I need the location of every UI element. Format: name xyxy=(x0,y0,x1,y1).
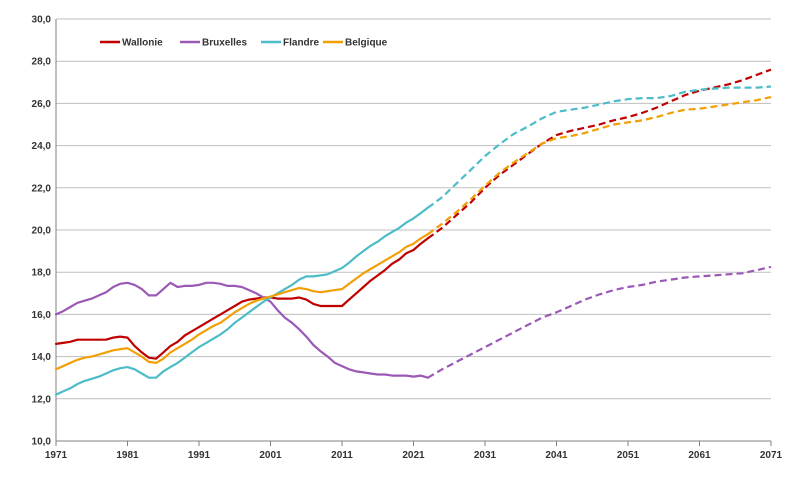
axes xyxy=(55,19,772,446)
legend: Wallonie Bruxelles Flandre Belgique xyxy=(100,38,388,49)
series-line-belgique-projected xyxy=(427,96,772,236)
series-line-wallonie-projected xyxy=(427,68,772,240)
y-tick-label: 26,0 xyxy=(32,99,52,110)
y-tick-label: 18,0 xyxy=(32,268,52,279)
y-tick-label: 24,0 xyxy=(32,141,52,152)
legend-label-flandre: Flandre xyxy=(283,38,320,49)
y-tick-label: 16,0 xyxy=(32,310,52,321)
series-line-bruxelles-observed xyxy=(54,281,429,379)
x-tick-label: 2071 xyxy=(760,450,783,461)
y-tick-label: 28,0 xyxy=(32,57,52,68)
x-tick-label: 1981 xyxy=(116,450,139,461)
x-tick-label: 2051 xyxy=(617,450,640,461)
x-tick-label: 2041 xyxy=(545,450,568,461)
x-tick-label: 2021 xyxy=(402,450,425,461)
x-axis-tick-labels: 1971 1981 1991 2001 2011 2021 2031 2041 2051 2061… xyxy=(45,450,783,461)
gridlines xyxy=(56,18,771,400)
x-tick-label: 2001 xyxy=(259,450,282,461)
series-lines xyxy=(54,68,772,396)
y-tick-label: 30,0 xyxy=(32,15,52,26)
legend-label-belgique: Belgique xyxy=(345,38,388,49)
x-tick-label: 1991 xyxy=(188,450,211,461)
x-tick-label: 2031 xyxy=(474,450,497,461)
legend-label-wallonie: Wallonie xyxy=(122,38,163,49)
y-tick-label: 22,0 xyxy=(32,183,52,194)
series-line-belgique-observed xyxy=(54,233,429,371)
series-line-bruxelles-projected xyxy=(427,265,772,379)
x-tick-label: 2011 xyxy=(331,450,353,461)
y-tick-label: 12,0 xyxy=(32,394,52,405)
y-tick-label: 20,0 xyxy=(32,226,52,237)
legend-label-bruxelles: Bruxelles xyxy=(202,38,247,49)
series-line-flandre-observed xyxy=(54,206,429,396)
series-line-flandre-projected xyxy=(427,85,772,209)
y-tick-label: 10,0 xyxy=(32,437,52,448)
series-line-wallonie-observed xyxy=(54,237,429,360)
x-tick-label: 1971 xyxy=(45,450,68,461)
x-tick-label: 2061 xyxy=(688,450,711,461)
y-tick-label: 14,0 xyxy=(32,352,52,363)
y-axis-tick-labels: 10,0 12,0 14,0 16,0 18,0 20,0 22,0 24,0 26,0 28,0… xyxy=(32,15,52,448)
